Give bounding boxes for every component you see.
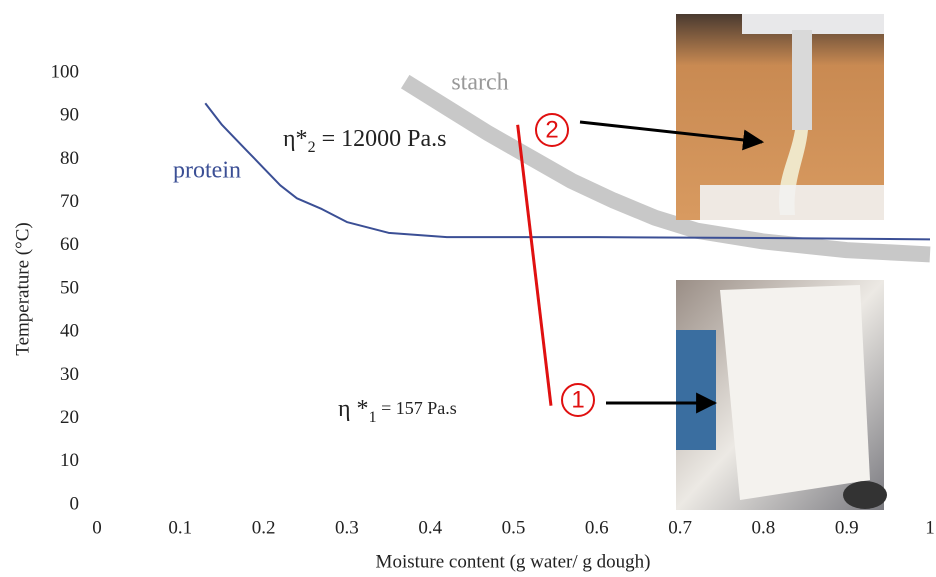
x-tick-label: 0 [92, 517, 102, 538]
y-tick-label: 90 [60, 105, 79, 126]
x-tick-label: 0.8 [752, 517, 776, 538]
marker-circle [561, 383, 595, 417]
x-tick-label: 0.1 [168, 517, 192, 538]
x-tick-label: 0.9 [835, 517, 859, 538]
y-tick-label: 10 [60, 450, 79, 471]
photo-extruder [676, 14, 884, 220]
series-label: protein [173, 158, 241, 184]
x-tick-label: 0.3 [335, 517, 359, 538]
annotation-part: η * [338, 396, 369, 422]
y-tick-label: 50 [60, 277, 79, 298]
marker-circle [535, 113, 569, 147]
annotation-part: = 157 Pa.s [377, 398, 457, 418]
y-axis-label: Temperature (°C) [12, 222, 33, 355]
annotation-bg [334, 392, 534, 432]
y-tick-label: 40 [60, 321, 79, 342]
x-tick-label: 1 [925, 517, 935, 538]
y-tick-label: 80 [60, 148, 79, 169]
x-tick-label: 0.6 [585, 517, 609, 538]
connector-line [516, 124, 553, 406]
annotation: η *1 = 157 Pa.s [338, 396, 457, 427]
annotation-part: 2 [308, 139, 316, 156]
y-tick-label: 100 [51, 61, 80, 82]
marker-number: 1 [571, 386, 584, 413]
y-tick-label: 70 [60, 191, 79, 212]
series-line [204, 102, 931, 241]
x-tick-label: 0.2 [252, 517, 276, 538]
y-tick-label: 20 [60, 407, 79, 428]
annotation-part: η* [283, 126, 308, 152]
series-label: starch [451, 70, 508, 96]
x-axis-label: Moisture content (g water/ g dough) [376, 551, 651, 572]
annotation-part: = 12000 Pa.s [316, 126, 447, 152]
x-tick-label: 0.7 [668, 517, 692, 538]
arrow [579, 120, 765, 151]
series-line [400, 74, 931, 263]
x-tick-label: 0.4 [418, 517, 442, 538]
x-tick-label: 0.5 [502, 517, 526, 538]
y-tick-label: 0 [70, 493, 80, 514]
y-tick-label: 60 [60, 234, 79, 255]
photo-dough [676, 280, 887, 510]
annotation-part: 1 [369, 409, 377, 426]
marker-number: 2 [545, 116, 558, 143]
annotation: η*2 = 12000 Pa.s [283, 126, 446, 157]
y-tick-label: 30 [60, 364, 79, 385]
